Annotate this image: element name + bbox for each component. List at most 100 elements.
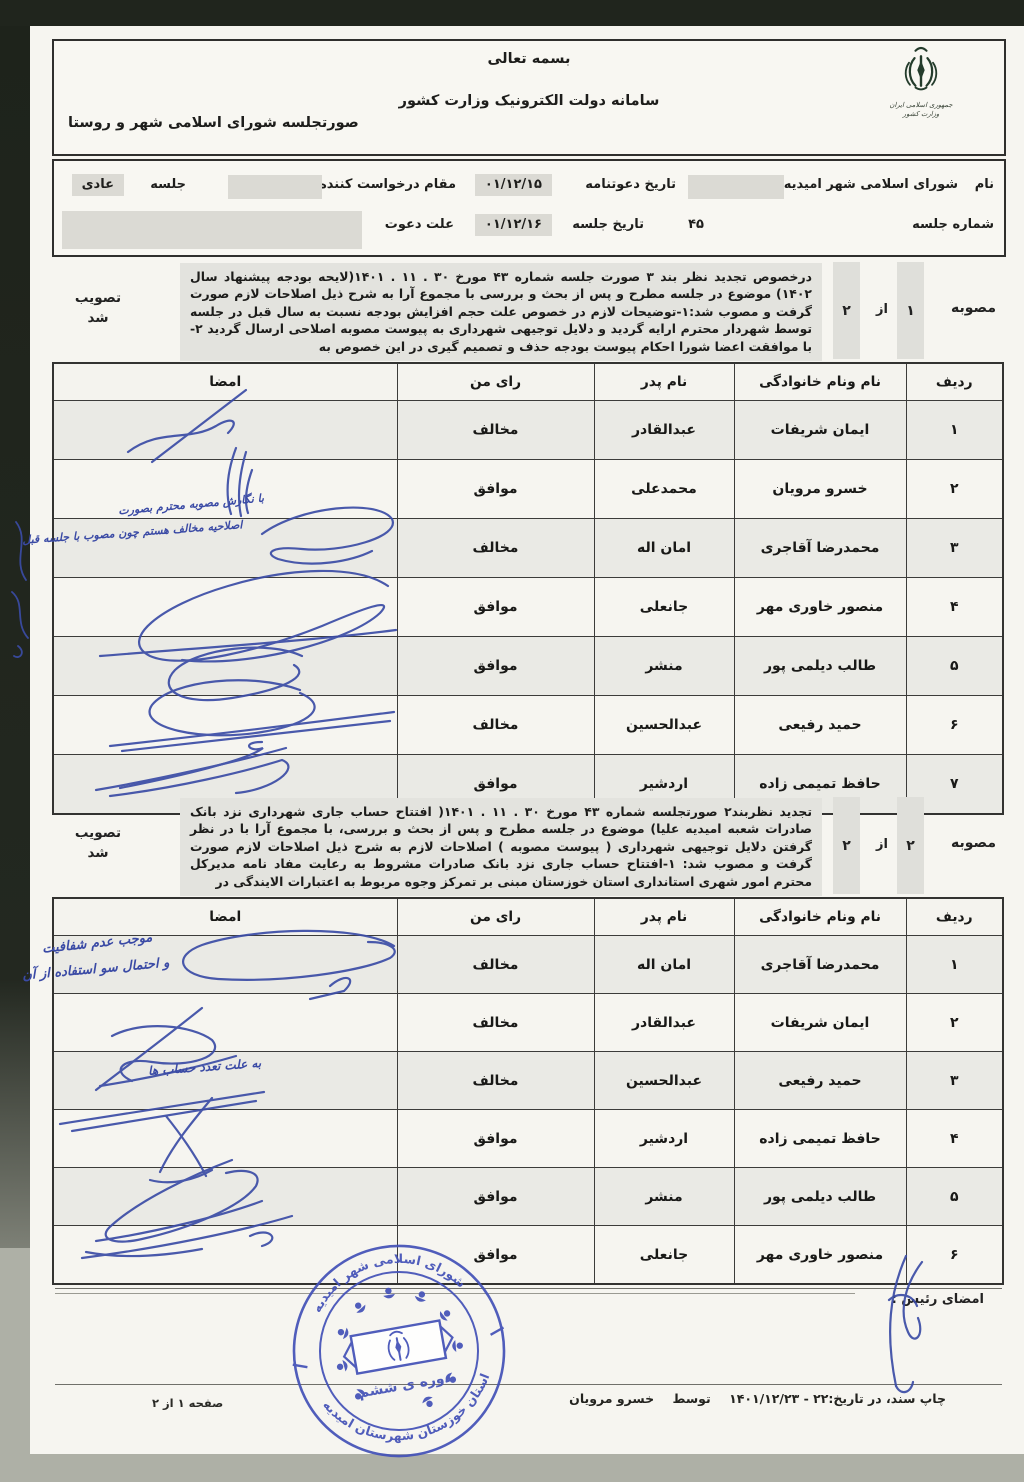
print-by-label: توسط (672, 1391, 711, 1406)
session-info-box: نام شورای اسلامی شهر امیدیه تاریخ دعوتنا… (52, 159, 1006, 257)
session-type-label: جلسه (150, 177, 186, 192)
cell-vote: موافق (396, 1167, 595, 1226)
divider-line (55, 1293, 855, 1294)
table-row: ۵ طالب دیلمی پور منشر موافق (52, 1167, 1004, 1226)
cell-vote: مخالف (396, 518, 595, 578)
cell-vote: مخالف (396, 695, 595, 755)
print-date-text: چاپ سند، در تاریخ:۲۲ - ۱۴۰۱/۱۲/۲۳ (729, 1391, 946, 1406)
cell-father: امان اله (593, 518, 735, 578)
status-approved-word2: شد (87, 845, 109, 861)
col-father-name: نام پدر (593, 362, 735, 401)
document-title: صورتجلسه شورای اسلامی شهر و روستا (68, 115, 359, 131)
field-placeholder (62, 211, 362, 249)
status-approved-word1: تصویب (74, 290, 122, 306)
resolution-2: مصوبه ۲ از ۲ تجدید نظربند۲ صورتجلسه شمار… (52, 797, 1002, 897)
cell-father: عبدالقادر (593, 993, 735, 1052)
cell-father: جانعلی (593, 577, 735, 637)
session-date-label: تاریخ جلسه (572, 217, 644, 232)
session-type-value: عادی (71, 174, 124, 196)
resolution-2-text: تجدید نظربند۲ صورتجلسه شماره ۴۳ مورخ ۳۰ … (180, 798, 822, 897)
table-row: ۵ طالب دیلمی پور منشر موافق (52, 636, 1004, 696)
cell-father: اردشیر (593, 1109, 735, 1168)
cell-signature (52, 1109, 398, 1168)
cell-name: حمید رفیعی (733, 1051, 907, 1110)
scan-edge-top (0, 0, 1024, 26)
cell-vote: مخالف (396, 935, 595, 994)
field-placeholder (688, 175, 784, 199)
resolution-2-status: تصویب شد (64, 823, 132, 863)
table-row: ۶ منصور خاوری مهر جانعلی موافق (52, 1225, 1004, 1285)
cell-no: ۶ (905, 695, 1004, 755)
cell-name: خسرو مرویان (733, 459, 907, 519)
col-father-name: نام پدر (593, 897, 735, 936)
table-row: ۶ حمید رفیعی عبدالحسین مخالف (52, 695, 1004, 755)
resolution-1-status: تصویب شد (64, 288, 132, 328)
requester-label: مقام درخواست کننده (319, 177, 456, 192)
cell-vote: مخالف (396, 400, 595, 460)
cell-no: ۱ (905, 935, 1004, 994)
stamp-center-plaque (342, 1319, 454, 1375)
table-row: ۴ حافظ تمیمی زاده اردشیر موافق (52, 1109, 1004, 1168)
cell-name: منصور خاوری مهر (733, 577, 907, 637)
cell-father: عبدالحسین (593, 1051, 735, 1110)
cell-no: ۳ (905, 1051, 1004, 1110)
council-name-label: نام (974, 177, 994, 192)
cell-signature (52, 1167, 398, 1226)
cell-father: امان اله (593, 935, 735, 994)
cell-signature (52, 577, 398, 637)
cell-name: ایمان شریفات (733, 400, 907, 460)
cell-name: طالب دیلمی پور (733, 636, 907, 696)
cell-no: ۲ (905, 459, 1004, 519)
table-header-row: ردیف نام ونام خانوادگی نام پدر رای من ام… (52, 362, 1004, 401)
invite-date-value: ۰۱/۱۲/۱۵ (474, 174, 552, 196)
printed-by-value: خسرو مرویان (569, 1391, 655, 1406)
table-row: ۴ منصور خاوری مهر جانعلی موافق (52, 577, 1004, 637)
cell-vote: موافق (396, 459, 595, 519)
bismillah-text: بسمه تعالی (487, 51, 571, 67)
cell-vote: موافق (396, 1225, 595, 1285)
cell-father: جانعلی (593, 1225, 735, 1285)
council-stamp: شورای اسلامی شهر امیدیه استان خوزستان شه… (292, 1238, 506, 1458)
invite-reason-label: علت دعوت (384, 217, 454, 232)
cell-father: عبدالقادر (593, 400, 735, 460)
table-row: ۲ ایمان شریفات عبدالقادر مخالف (52, 993, 1004, 1052)
resolution-1-number: ۱ (897, 262, 924, 359)
cell-name: ایمان شریفات (733, 993, 907, 1052)
cell-name: منصور خاوری مهر (733, 1225, 907, 1285)
col-row-number: ردیف (905, 897, 1004, 936)
cell-father: منشر (593, 1167, 735, 1226)
cell-no: ۴ (905, 1109, 1004, 1168)
status-approved-word1: تصویب (74, 825, 122, 841)
president-signature-label: امضای رئیس : (891, 1292, 984, 1307)
vote-table-2: ردیف نام ونام خانوادگی نام پدر رای من ام… (52, 897, 1004, 1285)
col-signature: امضا (52, 897, 398, 936)
resolution-1: مصوبه ۱ از ۲ درخصوص تجدید نظر بند ۳ صورت… (52, 262, 1002, 362)
cell-vote: مخالف (396, 993, 595, 1052)
col-my-vote: رای من (396, 362, 595, 401)
stamp-ring-top-text: شورای اسلامی شهر امیدیه (301, 1238, 470, 1317)
header-box: بسمه تعالی سامانه دولت الکترونیک وزارت ک… (52, 39, 1006, 156)
emblem-caption-2: وزارت کشور (902, 109, 940, 118)
cell-name: حافظ تمیمی زاده (733, 1109, 907, 1168)
field-placeholder (228, 175, 322, 199)
cell-no: ۳ (905, 518, 1004, 578)
cell-name: محمدرضا آقاجری (733, 518, 907, 578)
cell-no: ۲ (905, 993, 1004, 1052)
divider-line (55, 1384, 1002, 1385)
resolution-1-total: ۲ (833, 262, 860, 359)
stamp-center-text: دوره ی ششم (358, 1369, 453, 1401)
cell-no: ۴ (905, 577, 1004, 637)
col-row-number: ردیف (905, 362, 1004, 401)
cell-vote: موافق (396, 1109, 595, 1168)
cell-signature (52, 636, 398, 696)
cell-signature (52, 993, 398, 1052)
page-number: صفحه ۱ از ۲ (152, 1396, 224, 1410)
cell-father: منشر (593, 636, 735, 696)
cell-father: محمدعلی (593, 459, 735, 519)
cell-no: ۱ (905, 400, 1004, 460)
resolution-2-of: از (876, 837, 888, 852)
cell-no: ۵ (905, 1167, 1004, 1226)
cell-vote: موافق (396, 577, 595, 637)
divider-line (55, 1288, 1002, 1289)
table-row: ۱ محمدرضا آقاجری امان اله مخالف (52, 935, 1004, 994)
